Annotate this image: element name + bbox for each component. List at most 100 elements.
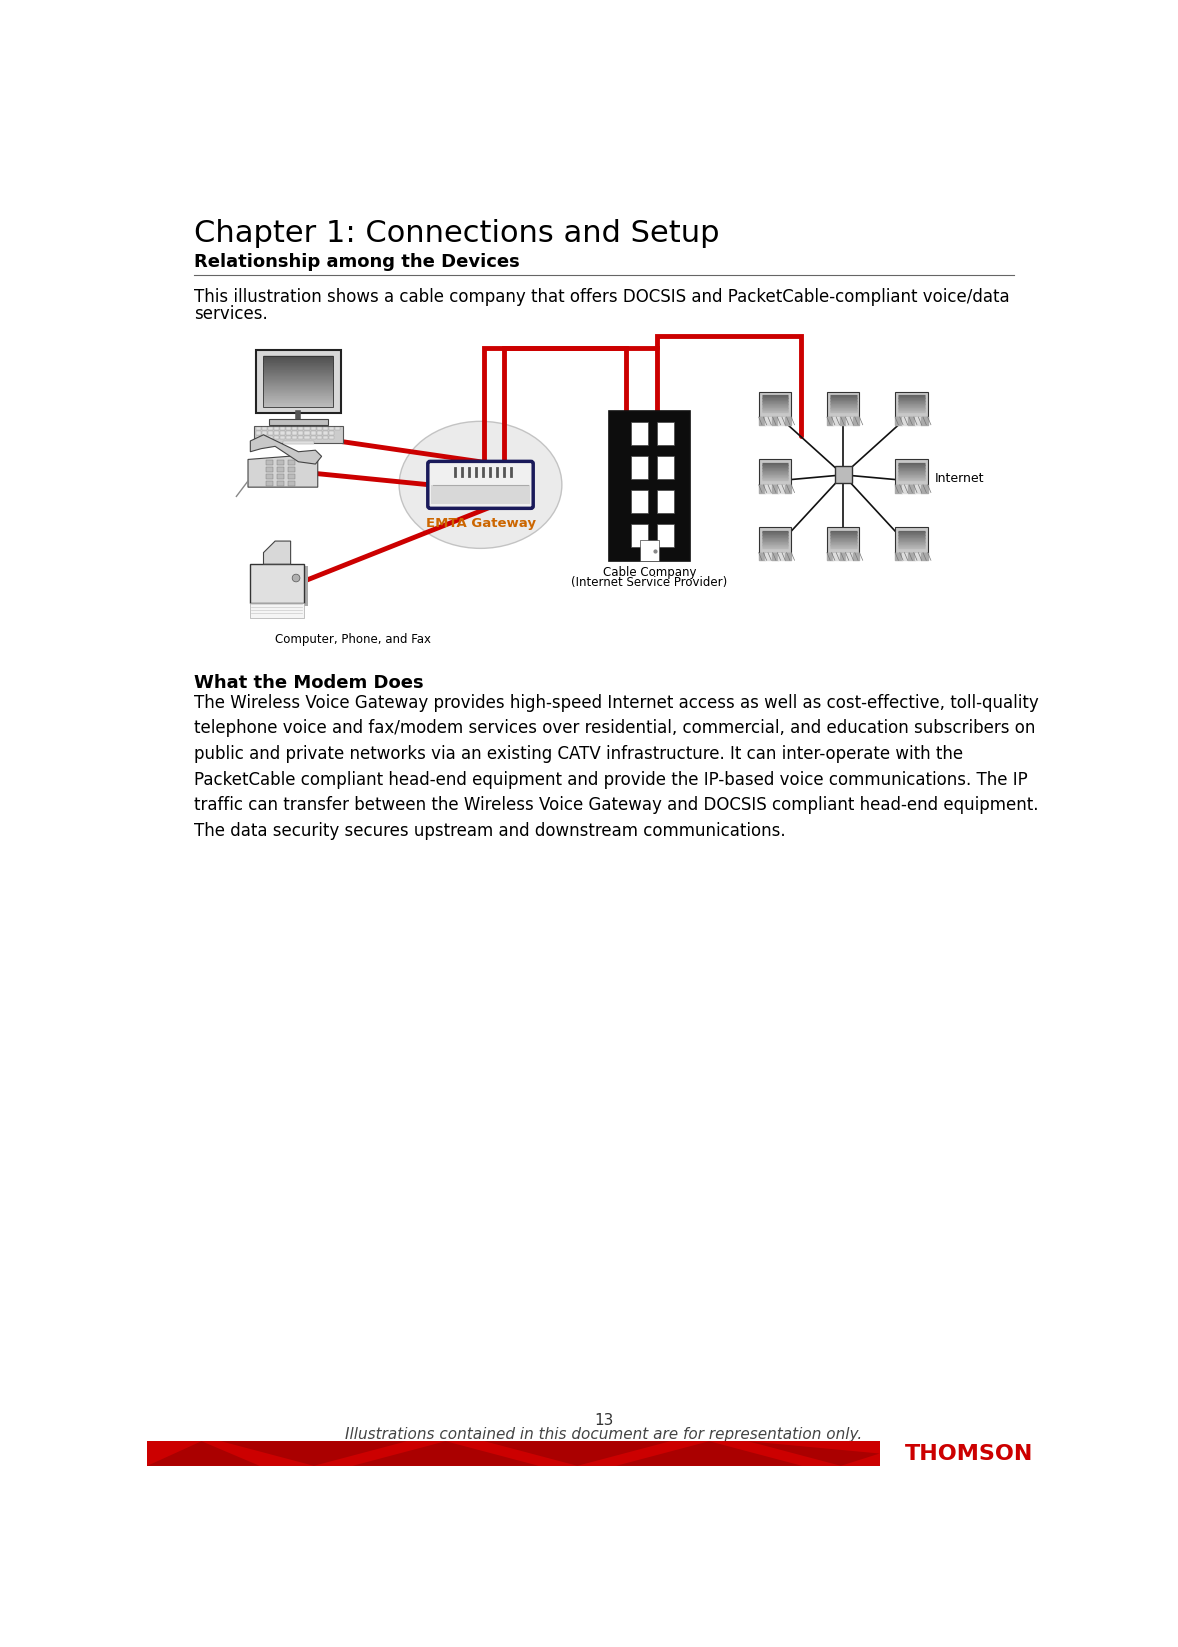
FancyBboxPatch shape <box>323 436 327 440</box>
FancyBboxPatch shape <box>269 432 273 435</box>
Polygon shape <box>616 1441 802 1466</box>
FancyBboxPatch shape <box>317 432 322 435</box>
Text: Relationship among the Devices: Relationship among the Devices <box>193 254 519 272</box>
FancyBboxPatch shape <box>835 466 852 483</box>
FancyBboxPatch shape <box>329 432 333 435</box>
FancyBboxPatch shape <box>287 468 294 471</box>
FancyBboxPatch shape <box>286 436 291 440</box>
FancyBboxPatch shape <box>335 427 339 430</box>
FancyBboxPatch shape <box>329 427 333 430</box>
FancyBboxPatch shape <box>304 432 310 435</box>
FancyBboxPatch shape <box>428 461 534 509</box>
FancyBboxPatch shape <box>250 565 304 603</box>
FancyBboxPatch shape <box>311 427 316 430</box>
FancyBboxPatch shape <box>311 436 316 440</box>
Text: This illustration shows a cable company that offers DOCSIS and PacketCable-compl: This illustration shows a cable company … <box>193 288 1010 306</box>
FancyBboxPatch shape <box>631 456 648 479</box>
FancyBboxPatch shape <box>277 474 284 479</box>
FancyBboxPatch shape <box>286 432 291 435</box>
FancyBboxPatch shape <box>827 527 860 553</box>
Text: Illustrations contained in this document are for representation only.: Illustrations contained in this document… <box>345 1428 862 1443</box>
FancyBboxPatch shape <box>298 432 304 435</box>
Text: 13: 13 <box>594 1413 614 1428</box>
FancyBboxPatch shape <box>631 422 648 445</box>
FancyBboxPatch shape <box>287 474 294 479</box>
FancyBboxPatch shape <box>759 527 792 553</box>
FancyBboxPatch shape <box>329 436 333 440</box>
FancyBboxPatch shape <box>323 432 327 435</box>
FancyBboxPatch shape <box>631 489 648 512</box>
FancyBboxPatch shape <box>269 427 273 430</box>
FancyBboxPatch shape <box>263 427 267 430</box>
Text: EMTA Gateway: EMTA Gateway <box>425 517 536 530</box>
FancyBboxPatch shape <box>640 540 659 562</box>
FancyBboxPatch shape <box>266 468 273 471</box>
FancyBboxPatch shape <box>274 432 279 435</box>
Polygon shape <box>748 1441 880 1466</box>
FancyBboxPatch shape <box>311 432 316 435</box>
FancyBboxPatch shape <box>292 427 298 430</box>
FancyBboxPatch shape <box>759 392 792 417</box>
FancyBboxPatch shape <box>252 565 307 606</box>
Text: What the Modem Does: What the Modem Does <box>193 674 423 692</box>
FancyBboxPatch shape <box>304 427 310 430</box>
FancyBboxPatch shape <box>269 420 327 425</box>
FancyBboxPatch shape <box>269 436 273 440</box>
FancyBboxPatch shape <box>256 432 262 435</box>
FancyBboxPatch shape <box>431 484 530 504</box>
FancyBboxPatch shape <box>895 460 928 484</box>
Text: Cable Company: Cable Company <box>603 565 696 578</box>
FancyBboxPatch shape <box>147 1441 880 1466</box>
FancyBboxPatch shape <box>274 427 279 430</box>
FancyBboxPatch shape <box>274 436 279 440</box>
FancyBboxPatch shape <box>895 392 928 417</box>
Circle shape <box>292 575 300 581</box>
FancyBboxPatch shape <box>287 481 294 486</box>
FancyBboxPatch shape <box>266 460 273 464</box>
Polygon shape <box>250 603 304 618</box>
FancyBboxPatch shape <box>286 427 291 430</box>
FancyBboxPatch shape <box>323 427 327 430</box>
Text: services.: services. <box>193 305 267 323</box>
FancyBboxPatch shape <box>895 527 928 553</box>
FancyBboxPatch shape <box>256 427 262 430</box>
FancyBboxPatch shape <box>263 432 267 435</box>
Text: Chapter 1: Connections and Setup: Chapter 1: Connections and Setup <box>193 219 720 249</box>
Text: Internet: Internet <box>934 473 984 486</box>
Polygon shape <box>352 1441 538 1466</box>
Ellipse shape <box>399 422 562 548</box>
Text: Computer, Phone, and Fax: Computer, Phone, and Fax <box>276 634 431 647</box>
FancyBboxPatch shape <box>292 432 298 435</box>
FancyBboxPatch shape <box>827 392 860 417</box>
FancyBboxPatch shape <box>287 460 294 464</box>
Polygon shape <box>264 542 291 565</box>
Text: THOMSON: THOMSON <box>905 1444 1033 1464</box>
FancyBboxPatch shape <box>253 425 343 443</box>
Polygon shape <box>250 435 322 464</box>
Text: (Internet Service Provider): (Internet Service Provider) <box>571 576 728 590</box>
FancyBboxPatch shape <box>609 412 690 562</box>
FancyBboxPatch shape <box>657 524 674 547</box>
FancyBboxPatch shape <box>657 422 674 445</box>
FancyBboxPatch shape <box>631 524 648 547</box>
FancyBboxPatch shape <box>298 436 304 440</box>
FancyBboxPatch shape <box>256 436 262 440</box>
FancyBboxPatch shape <box>266 474 273 479</box>
FancyBboxPatch shape <box>256 351 340 413</box>
FancyBboxPatch shape <box>277 460 284 464</box>
FancyBboxPatch shape <box>263 436 267 440</box>
FancyBboxPatch shape <box>280 432 285 435</box>
FancyBboxPatch shape <box>657 456 674 479</box>
FancyBboxPatch shape <box>317 427 322 430</box>
FancyBboxPatch shape <box>304 436 310 440</box>
FancyBboxPatch shape <box>657 489 674 512</box>
FancyBboxPatch shape <box>277 481 284 486</box>
FancyBboxPatch shape <box>759 460 792 484</box>
FancyBboxPatch shape <box>298 427 304 430</box>
Polygon shape <box>249 455 318 488</box>
FancyBboxPatch shape <box>266 481 273 486</box>
FancyBboxPatch shape <box>283 441 313 445</box>
FancyBboxPatch shape <box>434 466 534 509</box>
FancyBboxPatch shape <box>292 436 298 440</box>
FancyBboxPatch shape <box>317 436 322 440</box>
